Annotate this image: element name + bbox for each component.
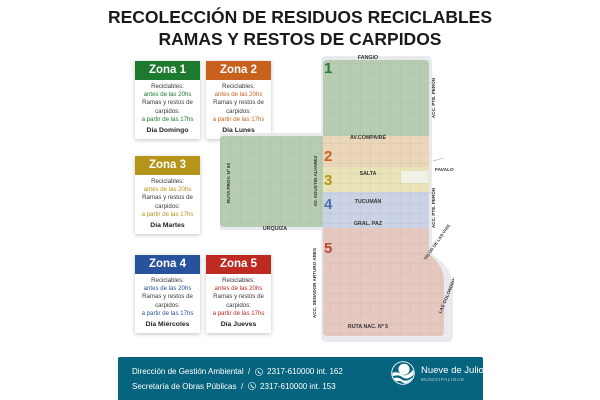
- svg-text:AV.COMPAIRÉ: AV.COMPAIRÉ: [350, 133, 387, 141]
- svg-text:3: 3: [324, 172, 332, 189]
- svg-text:FAVALORO: FAVALORO: [435, 167, 454, 173]
- svg-text:1: 1: [324, 60, 332, 77]
- svg-text:GRAL. PAZ: GRAL. PAZ: [354, 221, 383, 227]
- svg-text:5: 5: [324, 240, 332, 257]
- svg-text:ACC. PTE. PERÓN: ACC. PTE. PERÓN: [429, 187, 436, 228]
- svg-text:AV. AGUSTIN ALVAREZ: AV. AGUSTIN ALVAREZ: [313, 155, 318, 206]
- svg-text:ACC. SENADOR ARTURO ARES: ACC. SENADOR ARTURO ARES: [312, 248, 317, 318]
- svg-text:URQUIZA: URQUIZA: [263, 226, 287, 232]
- svg-text:RUTA NAC. Nº 5: RUTA NAC. Nº 5: [348, 324, 388, 330]
- svg-text:TUCUMÁN: TUCUMÁN: [355, 198, 382, 205]
- svg-text:FANGIO: FANGIO: [358, 55, 378, 61]
- svg-text:ACC. PTE. PERÓN: ACC. PTE. PERÓN: [429, 77, 436, 118]
- svg-text:SALTA: SALTA: [360, 171, 377, 177]
- svg-text:4: 4: [324, 196, 333, 213]
- svg-text:2: 2: [324, 148, 332, 165]
- svg-text:RUTA PROV. Nº 65: RUTA PROV. Nº 65: [226, 163, 231, 203]
